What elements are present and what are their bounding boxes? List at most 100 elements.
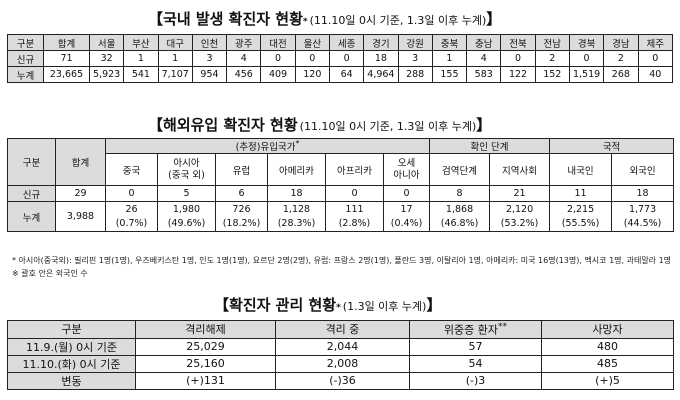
domestic-header-cell: 울산 [294, 34, 330, 51]
table-cell: 0 [637, 50, 673, 67]
row-label: 11.9.(월) 0시 기준 [7, 337, 136, 356]
management-header-cell: 격리 중 [275, 320, 410, 339]
table-cell: 583 [466, 66, 502, 83]
domestic-row-cumulative: 누계 23,665 5,923 541 7,107 954 456 409 12… [7, 66, 673, 83]
table-cell: 40 [637, 66, 673, 83]
table-cell: 1,773 [611, 201, 675, 217]
domestic-header-cell: 대구 [157, 34, 193, 51]
table-cell-pct: (49.6%) [157, 216, 216, 233]
management-table: 구분 격리해제 격리 중 위중증 환자** 사망자 11.9.(월) 0시 기준… [7, 320, 674, 390]
management-header-cell: 격리해제 [135, 320, 276, 339]
overseas-sub-header: 중국 [105, 153, 158, 187]
management-title-sup: * [336, 303, 341, 313]
management-title: 확진자 관리 현황 [229, 296, 337, 314]
table-cell: 2,044 [275, 337, 410, 356]
row-label: 11.10.(화) 0시 기준 [7, 354, 136, 373]
table-cell: 2 [603, 50, 639, 67]
domestic-header-cell: 부산 [123, 34, 159, 51]
management-row-change: 변동 (+)131 (-)36 (-)3 (+)5 [7, 371, 674, 390]
table-cell: 64 [328, 66, 365, 83]
table-cell-pct: (18.2%) [215, 216, 268, 233]
management-header-cell: 구분 [7, 320, 136, 339]
table-cell: (-)36 [275, 371, 410, 390]
table-cell: 3 [191, 50, 228, 67]
table-cell: 7,107 [157, 66, 193, 83]
management-header-cell: 사망자 [541, 320, 674, 339]
table-cell: 3,988 [55, 201, 106, 233]
row-label: 신규 [7, 185, 56, 203]
overseas-group-stage: 확인 단계 [429, 137, 551, 155]
overseas-sub-header: 아시아 (중국 외) [157, 153, 216, 187]
table-cell: 1,519 [568, 66, 605, 83]
management-subtitle: (1.3일 이후 누계) [342, 300, 427, 313]
management-header-row: 구분 격리해제 격리 중 위중증 환자** 사망자 [7, 320, 674, 339]
overseas-sub-header: 검역단계 [429, 153, 491, 187]
table-cell: 54 [409, 354, 542, 373]
table-cell-pct: (46.8%) [429, 216, 491, 233]
table-cell: 26 [105, 201, 158, 217]
table-cell: 4 [466, 50, 502, 67]
domestic-header-cell: 전북 [500, 34, 536, 51]
overseas-group-nation: 국적 [549, 137, 675, 155]
overseas-table: 구분 합계 (추정)유입국가* 확인 단계 국적 중국 아시아 (중국 외) 유… [7, 137, 675, 233]
overseas-sub-header: 내국인 [549, 153, 613, 187]
table-cell: 21 [489, 185, 551, 203]
overseas-row-pct: (0.7%) (49.6%) (18.2%) (28.3%) (2.8%) (0… [8, 216, 675, 233]
table-cell: 409 [260, 66, 296, 83]
overseas-sub-header-row: 중국 아시아 (중국 외) 유럽 아메리카 아프리카 오세 아니아 검역단계 지… [8, 153, 675, 187]
table-cell: 1,128 [267, 201, 326, 217]
table-cell: 25,029 [135, 337, 276, 356]
table-cell: 122 [500, 66, 536, 83]
table-cell: 2,120 [489, 201, 551, 217]
table-cell: 268 [603, 66, 639, 83]
table-cell: 155 [431, 66, 468, 83]
table-cell: (-)3 [409, 371, 542, 390]
domestic-subtitle: (11.10일 0시 기준, 1.3일 이후 누계) [309, 14, 487, 27]
domestic-header-cell: 광주 [226, 34, 262, 51]
management-row: 11.9.(월) 0시 기준 25,029 2,044 57 480 [7, 337, 674, 356]
table-cell: 5,923 [88, 66, 125, 83]
overseas-group-country: (추정)유입국가* [104, 137, 431, 155]
table-cell: 4,964 [363, 66, 399, 83]
domestic-header-cell: 인천 [191, 34, 228, 51]
domestic-header-cell: 강원 [397, 34, 433, 51]
row-label: 신규 [7, 50, 44, 67]
table-cell: 1,980 [157, 201, 216, 217]
table-cell: 2,215 [549, 201, 613, 217]
overseas-col-division: 구분 [7, 137, 56, 187]
overseas-title: 해외유입 확진자 현황 [163, 116, 298, 134]
table-cell: (+)131 [135, 371, 276, 390]
domestic-table: 구분 합계 서울 부산 대구 인천 광주 대전 울산 세종 경기 강원 충북 충… [7, 34, 673, 83]
table-cell: 152 [534, 66, 570, 83]
table-cell: 954 [191, 66, 228, 83]
table-cell: 541 [123, 66, 159, 83]
table-cell: 0 [500, 50, 536, 67]
overseas-footnote: * 아시아(중국외): 필리핀 1명(1명), 우즈베키스탄 1명, 인도 1명… [12, 256, 672, 278]
table-cell-pct: (2.8%) [325, 216, 384, 233]
domestic-header-cell: 경기 [363, 34, 399, 51]
table-cell: 5 [157, 185, 216, 203]
table-cell: 32 [88, 50, 125, 67]
table-cell-pct: (55.5%) [549, 216, 613, 233]
management-row: 11.10.(화) 0시 기준 25,160 2,008 54 485 [7, 354, 674, 373]
overseas-title-block: 【해외유입 확진자 현황 (11.10일 0시 기준, 1.3일 이후 누계)】 [148, 116, 492, 134]
domestic-header-row: 구분 합계 서울 부산 대구 인천 광주 대전 울산 세종 경기 강원 충북 충… [7, 34, 673, 51]
table-cell: 1,868 [429, 201, 491, 217]
domestic-header-cell: 제주 [637, 34, 673, 51]
domestic-header-cell: 서울 [88, 34, 125, 51]
overseas-subtitle: (11.10일 0시 기준, 1.3일 이후 누계) [299, 120, 477, 133]
table-cell: 6 [215, 185, 268, 203]
table-cell: 25,160 [135, 354, 276, 373]
table-cell: 288 [397, 66, 433, 83]
domestic-title-block: 【국내 발생 확진자 현황 * (11.10일 0시 기준, 1.3일 이후 누계… [148, 10, 502, 28]
table-cell: (+)5 [541, 371, 674, 390]
overseas-group-header-row: 구분 합계 (추정)유입국가* 확인 단계 국적 [7, 137, 675, 187]
table-cell: 480 [541, 337, 674, 356]
table-cell: 71 [43, 50, 90, 67]
overseas-sub-header: 오세 아니아 [382, 153, 431, 187]
overseas-sub-header: 유럽 [215, 153, 268, 187]
row-label: 누계 [7, 66, 44, 83]
domestic-header-cell: 대전 [260, 34, 296, 51]
table-cell: 11 [549, 185, 613, 203]
table-cell-pct: (44.5%) [611, 216, 675, 233]
